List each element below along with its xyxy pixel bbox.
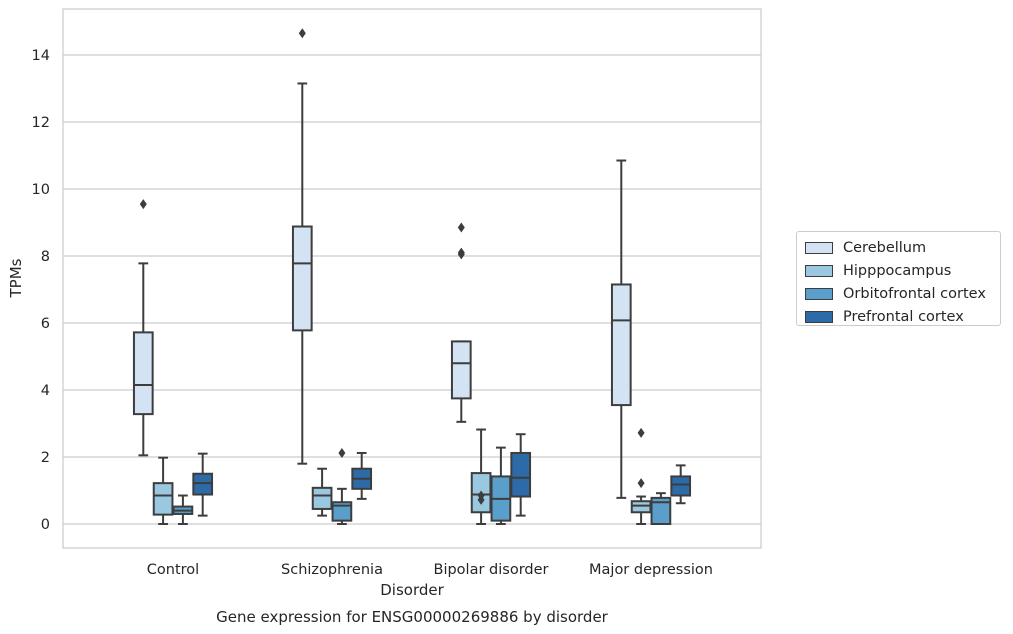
box-iqr: [132, 331, 154, 416]
y-tick-label-6: 12: [32, 115, 50, 131]
box-plot-area: [132, 28, 692, 525]
y-tick-label-0: 0: [41, 517, 50, 533]
box-3-1: [351, 451, 373, 500]
box-iqr: [650, 496, 672, 525]
legend-item-orbitofrontal-cortex: Orbitofrontal cortex: [805, 282, 1000, 305]
legend-swatch-orbitofrontal-cortex: [805, 287, 833, 300]
plot-frame: [62, 8, 762, 549]
outlier-point: [637, 427, 645, 438]
box-iqr: [192, 472, 214, 496]
box-3-3: [670, 464, 692, 505]
box-iqr: [331, 501, 353, 522]
y-tick-label-5: 10: [32, 182, 50, 198]
box-2-2: [490, 446, 512, 525]
box-0-0: [132, 199, 154, 457]
outlier-point: [457, 222, 465, 233]
box-2-3: [650, 492, 672, 525]
legend: Cerebellum Hipppocampus Orbitofrontal co…: [796, 231, 1001, 326]
x-tick-label-1: Schizophrenia: [281, 562, 383, 578]
box-iqr: [450, 340, 472, 400]
box-iqr: [291, 225, 313, 332]
outlier-point: [139, 199, 147, 210]
box-iqr: [670, 475, 692, 497]
box-iqr: [630, 500, 652, 514]
box-iqr: [510, 451, 532, 498]
gridlines: [63, 54, 761, 525]
legend-item-hippocampus: Hipppocampus: [805, 259, 1000, 282]
y-tick-label-7: 14: [32, 48, 50, 64]
x-axis-label: Disorder: [380, 581, 444, 599]
box-0-1: [291, 28, 313, 465]
box-3-0: [192, 452, 214, 517]
outlier-point: [637, 478, 645, 489]
box-1-3: [630, 427, 652, 525]
legend-swatch-hippocampus: [805, 264, 833, 277]
outlier-point: [477, 494, 485, 505]
box-1-0: [152, 456, 174, 525]
y-tick-label-1: 2: [41, 450, 50, 466]
box-iqr: [152, 482, 174, 516]
legend-label-prefrontal-cortex: Prefrontal cortex: [843, 308, 964, 325]
box-iqr: [311, 486, 333, 510]
box-1-2: [470, 428, 492, 525]
x-tick-label-0: Control: [147, 562, 199, 578]
box-1-1: [311, 467, 333, 517]
legend-label-cerebellum: Cerebellum: [843, 239, 927, 256]
box-3-2: [510, 433, 532, 517]
legend-item-prefrontal-cortex: Prefrontal cortex: [805, 305, 1000, 328]
x-tick-label-3: Major depression: [589, 562, 713, 578]
chart-title: Gene expression for ENSG00000269886 by d…: [216, 608, 609, 626]
outlier-point: [457, 249, 465, 260]
legend-label-hippocampus: Hipppocampus: [843, 262, 952, 279]
x-tick-labels: Control Schizophrenia Bipolar disorder Majo…: [147, 562, 713, 578]
box-2-1: [331, 447, 353, 525]
box-0-3: [610, 159, 632, 499]
box-iqr: [610, 283, 632, 407]
y-tick-labels: 0 2 4 6 8 10 12 14: [32, 48, 50, 533]
y-tick-label-2: 4: [41, 383, 50, 399]
y-axis-label: TPMs: [7, 258, 25, 298]
outlier-point: [298, 28, 306, 39]
box-0-2: [450, 222, 472, 423]
legend-swatch-prefrontal-cortex: [805, 310, 833, 323]
legend-swatch-cerebellum: [805, 241, 833, 254]
legend-item-cerebellum: Cerebellum: [805, 236, 1000, 259]
legend-label-orbitofrontal-cortex: Orbitofrontal cortex: [843, 285, 986, 302]
outlier-point: [338, 447, 346, 458]
y-tick-label-4: 8: [41, 249, 50, 265]
box-2-0: [172, 494, 194, 525]
y-tick-label-3: 6: [41, 316, 50, 332]
x-tick-label-2: Bipolar disorder: [434, 562, 549, 578]
